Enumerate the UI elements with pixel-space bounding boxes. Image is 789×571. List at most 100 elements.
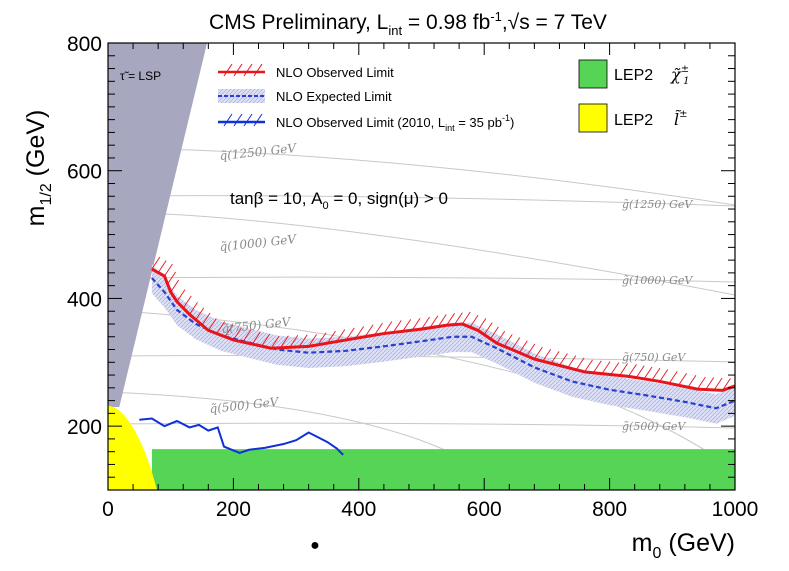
chart-title: CMS Preliminary, Lint = 0.98 fb-1,√s = 7… — [209, 9, 607, 38]
observed-limit-line — [151, 267, 735, 392]
observed-hatch-mark — [461, 311, 471, 325]
plot-area — [108, 43, 735, 490]
legend-lep-chargino-symbol: χ̃± 1 — [670, 64, 689, 87]
observed-hatch-mark — [542, 348, 552, 362]
legend-lep-slepton-label: LEP2 — [614, 112, 653, 129]
gluino-contour-label: g̃(1250) GeV — [622, 198, 693, 211]
x-tick-label: 0 — [102, 498, 114, 521]
observed-hatch-mark — [270, 335, 280, 349]
squark-contour-label: q̃(1000) GeV — [219, 232, 298, 254]
observed-hatch-mark — [643, 366, 653, 380]
observed-hatch-mark — [411, 317, 421, 331]
gluino-contour-label: g̃(1000) GeV — [622, 274, 693, 287]
observed-hatch-mark — [503, 334, 513, 347]
legend-lep-chargino-label: LEP2 — [614, 67, 653, 84]
gluino-contour-label: g̃(750) GeV — [622, 351, 686, 364]
observed-hatch-mark — [336, 329, 346, 342]
observed-hatch-mark — [151, 256, 161, 270]
observed-hatch-mark — [195, 307, 205, 320]
observed-hatch-mark — [550, 351, 560, 364]
x-tick-label: 1000 — [712, 498, 759, 521]
observed-hatch-mark — [201, 312, 211, 326]
observed-hatch-mark — [687, 374, 697, 388]
observed-hatch-mark — [167, 271, 176, 285]
expected-band — [151, 263, 735, 424]
observed-hatch-mark — [446, 312, 455, 326]
observed-hatch-mark — [635, 365, 645, 378]
observed-hatch-mark — [308, 334, 318, 347]
observed-hatch-mark — [345, 327, 355, 341]
observed-hatch-mark — [678, 373, 687, 386]
plot-frame — [107, 42, 736, 491]
legend-expected: NLO Expected Limit — [218, 89, 392, 104]
observed-hatch-mark — [526, 343, 536, 357]
observed-hatch-mark — [437, 314, 447, 327]
stau-lsp-region — [108, 43, 208, 407]
observed-hatch-mark — [619, 363, 629, 376]
y-tick-label: 400 — [67, 288, 102, 311]
observed-hatch-mark — [511, 337, 521, 350]
squark-contour-label: q̃(1250) GeV — [219, 141, 298, 163]
observed-hatch-mark — [559, 353, 568, 366]
x-tick-label: 400 — [341, 498, 376, 521]
footer-dot: ● — [310, 537, 320, 554]
y-tick-label: 200 — [67, 416, 102, 439]
contour-line-5 — [108, 276, 735, 283]
observed-hatch-mark — [496, 330, 506, 344]
observed-hatch-mark — [421, 316, 430, 330]
contour-line-7 — [108, 422, 735, 429]
x-tick-label: 600 — [467, 498, 502, 521]
observed-hatch-mark — [216, 321, 226, 334]
observed-hatch-mark — [454, 312, 463, 325]
legend-observed-2010-label: NLO Observed Limit (2010, Lint = 35 pb-1… — [276, 113, 514, 133]
observed-hatch-mark — [490, 326, 499, 340]
legend-expected-swatch — [218, 89, 265, 103]
legend-lep-chargino-swatch — [578, 59, 608, 89]
stau-lsp-label: τ̃ = LSP — [120, 69, 161, 83]
legend-observed-2010: NLO Observed Limit (2010, Lint = 35 pb-1… — [218, 113, 514, 133]
observed-hatch-mark — [182, 295, 192, 309]
observed-hatch-mark — [705, 377, 715, 390]
observed-hatch-mark — [601, 361, 611, 374]
axes: 0 200 400 600 800 1000 200 400 600 800 — [67, 33, 758, 521]
observed-hatch-mark — [224, 324, 234, 337]
observed-hatch-mark — [483, 322, 493, 335]
parameter-annotation: tanβ = 10, A0 = 0, sign(μ) > 0 — [230, 189, 448, 212]
observed-hatch-mark — [298, 334, 308, 348]
observed-hatch-mark — [317, 332, 327, 345]
observed-hatch-mark — [668, 371, 678, 384]
observed-hatch-mark — [651, 367, 661, 381]
contour-line-6 — [108, 354, 735, 363]
legend-expected-label: NLO Expected Limit — [276, 89, 392, 104]
squark-contour-label: q̃(500) GeV — [209, 395, 281, 416]
y-tick-label: 600 — [67, 161, 102, 184]
excluded-regions — [108, 43, 735, 490]
x-tick-label: 800 — [592, 498, 627, 521]
observed-hatch-mark — [170, 279, 180, 293]
lep2-slepton-region — [108, 405, 157, 490]
x-tick-label: 200 — [216, 498, 251, 521]
observed-hatch-mark — [469, 314, 479, 328]
observed-hatch-mark — [280, 335, 289, 349]
legend-lep-slepton-symbol: l̃± — [674, 109, 688, 129]
observed-hatch-mark — [628, 364, 637, 377]
observed-hatch-mark — [355, 326, 365, 339]
observed-hatch-mark — [429, 315, 439, 329]
observed-hatch-mark — [584, 359, 593, 373]
observed-hatch-mark — [659, 369, 669, 382]
mass-contours — [108, 147, 735, 490]
observed-hatch-mark — [261, 333, 270, 347]
gluino-contour-label: g̃(500) GeV — [622, 420, 686, 433]
observed-hatch-mark — [364, 324, 374, 337]
observed-hatch-mark — [242, 329, 252, 343]
y-tick-label: 800 — [67, 33, 102, 56]
observed-hatch-mark — [164, 263, 173, 277]
legend-lep-slepton-swatch — [578, 103, 608, 133]
contour-line-1 — [108, 211, 735, 296]
contour-line-2 — [108, 309, 735, 471]
observed-hatch-mark — [176, 289, 186, 302]
observed-hatch-mark — [518, 340, 528, 353]
observed-hatch-mark — [251, 331, 261, 345]
